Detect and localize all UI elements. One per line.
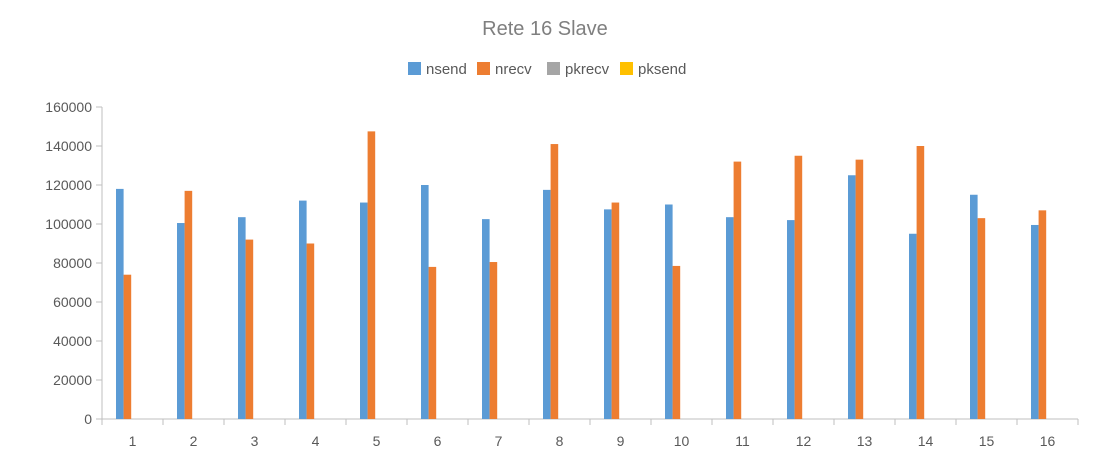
bar-nsend-16 xyxy=(1031,224,1039,419)
legend: nsend nrecv pkrecv pksend xyxy=(408,61,686,78)
x-tick-label: 8 xyxy=(556,433,564,449)
x-axis: 1 2 3 4 5 6 7 8 9 10 11 12 13 14 15 16 xyxy=(101,418,1079,449)
bar-nrecv-7 xyxy=(489,262,498,419)
bar-nrecv-11 xyxy=(733,161,742,419)
bar-nrecv-14 xyxy=(916,146,925,419)
legend-label-pkrecv: pkrecv xyxy=(565,61,610,78)
y-tick-label: 140000 xyxy=(45,138,92,154)
x-tick-label: 15 xyxy=(979,433,995,449)
x-tick-label: 13 xyxy=(857,433,873,449)
x-tick-label: 10 xyxy=(674,433,690,449)
y-tick-label: 80000 xyxy=(53,255,92,271)
bars xyxy=(116,131,1047,420)
bar-nsend-10 xyxy=(665,204,673,419)
x-tick-label: 12 xyxy=(796,433,812,449)
y-axis: 0 20000 40000 60000 80000 100000 120000 140000 1… xyxy=(45,99,103,427)
x-tick-label: 4 xyxy=(312,433,320,449)
legend-item-pksend: pksend xyxy=(620,61,686,78)
bar-nrecv-10 xyxy=(672,265,681,419)
bar-nsend-4 xyxy=(299,200,307,419)
y-tick-label: 60000 xyxy=(53,294,92,310)
legend-label-nrecv: nrecv xyxy=(495,61,532,78)
legend-swatch-nsend xyxy=(408,62,421,75)
bar-nrecv-8 xyxy=(550,144,559,420)
bar-nrecv-3 xyxy=(245,239,254,419)
bar-nsend-8 xyxy=(543,189,551,419)
bar-nrecv-5 xyxy=(367,131,376,419)
x-tick-label: 14 xyxy=(918,433,934,449)
bar-nsend-5 xyxy=(360,202,368,419)
bar-nrecv-6 xyxy=(428,266,437,419)
legend-swatch-pksend xyxy=(620,62,633,75)
bar-nsend-11 xyxy=(726,217,734,419)
bar-nrecv-9 xyxy=(611,202,620,419)
x-tick-label: 11 xyxy=(735,433,750,449)
legend-swatch-nrecv xyxy=(477,62,490,75)
y-tick-label: 120000 xyxy=(45,177,92,193)
x-tick-label: 2 xyxy=(190,433,198,449)
x-tick-label: 1 xyxy=(129,433,137,449)
y-tick-label: 20000 xyxy=(53,372,92,388)
bar-nrecv-16 xyxy=(1038,210,1047,419)
bar-nsend-7 xyxy=(482,219,490,419)
legend-swatch-pkrecv xyxy=(547,62,560,75)
bar-nsend-6 xyxy=(421,185,429,419)
bar-nsend-3 xyxy=(238,217,246,419)
x-tick-label: 16 xyxy=(1040,433,1056,449)
y-tick-label: 0 xyxy=(84,411,92,427)
legend-item-nsend: nsend xyxy=(408,61,467,78)
x-tick-label: 9 xyxy=(617,433,625,449)
bar-nsend-14 xyxy=(909,233,917,419)
legend-item-pkrecv: pkrecv xyxy=(547,61,610,78)
y-tick-label: 160000 xyxy=(45,99,92,115)
bar-nrecv-2 xyxy=(184,190,193,419)
bar-nsend-2 xyxy=(177,223,185,419)
x-tick-label: 3 xyxy=(251,433,259,449)
y-tick-label: 100000 xyxy=(45,216,92,232)
legend-label-nsend: nsend xyxy=(426,61,467,78)
y-tick-label: 40000 xyxy=(53,333,92,349)
bar-nrecv-4 xyxy=(306,243,315,419)
bar-nrecv-12 xyxy=(794,155,803,419)
bar-nsend-15 xyxy=(970,194,978,419)
x-tick-label: 5 xyxy=(373,433,381,449)
legend-label-pksend: pksend xyxy=(638,61,686,78)
bar-nsend-13 xyxy=(848,175,856,419)
bar-nrecv-15 xyxy=(977,218,986,419)
x-tick-label: 6 xyxy=(434,433,442,449)
bar-nrecv-1 xyxy=(123,274,132,419)
chart-title: Rete 16 Slave xyxy=(482,18,608,40)
bar-nsend-1 xyxy=(116,188,124,419)
x-tick-label: 7 xyxy=(495,433,503,449)
bar-nrecv-13 xyxy=(855,159,864,419)
bar-nsend-9 xyxy=(604,209,612,419)
legend-item-nrecv: nrecv xyxy=(477,61,532,78)
bar-nsend-12 xyxy=(787,220,795,419)
